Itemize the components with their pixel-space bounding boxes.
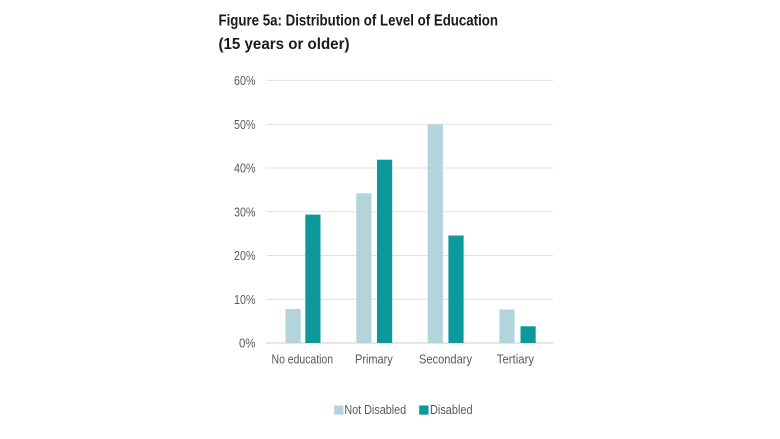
svg-text:Not Disabled: Not Disabled xyxy=(344,402,406,417)
svg-text:0%: 0% xyxy=(239,336,256,351)
svg-text:No education: No education xyxy=(272,352,334,367)
svg-text:60%: 60% xyxy=(234,73,256,88)
svg-text:40%: 40% xyxy=(234,161,256,176)
svg-text:Tertiary: Tertiary xyxy=(497,352,535,367)
svg-text:30%: 30% xyxy=(234,204,256,219)
svg-text:Disabled: Disabled xyxy=(430,402,473,417)
svg-text:Primary: Primary xyxy=(355,352,393,367)
svg-text:50%: 50% xyxy=(234,117,256,132)
svg-text:20%: 20% xyxy=(234,248,256,263)
svg-text:(15 years or older): (15 years or older) xyxy=(219,36,350,53)
svg-text:Figure 5a: Distribution of Lev: Figure 5a: Distribution of Level of Educ… xyxy=(219,12,499,29)
svg-text:Secondary: Secondary xyxy=(419,352,472,367)
svg-text:10%: 10% xyxy=(234,292,256,307)
